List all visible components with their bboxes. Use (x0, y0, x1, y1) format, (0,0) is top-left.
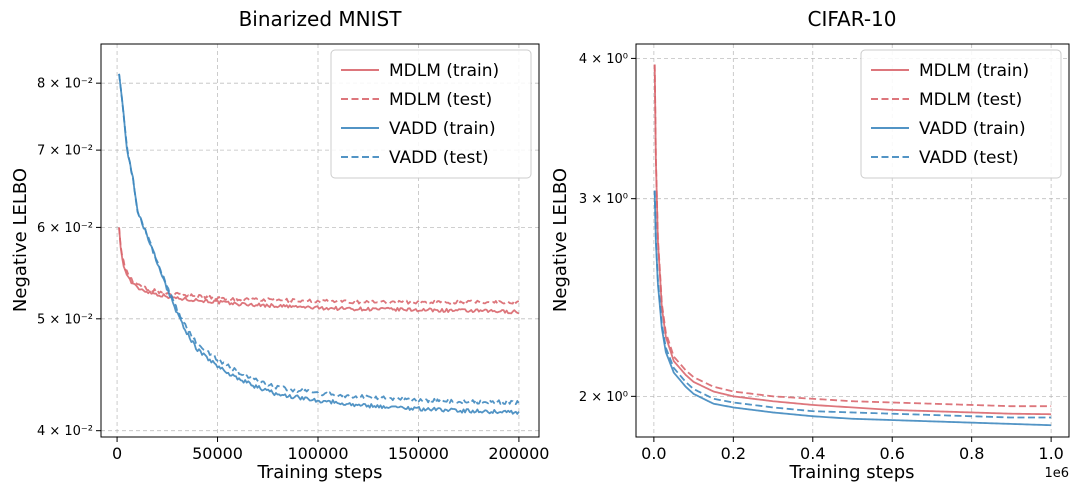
x-tick-label: 0.8 (959, 444, 984, 463)
legend: MDLM (train) MDLM (test) VADD (train) VADD … (330, 49, 532, 179)
series-line-mdlm-test (118, 227, 520, 305)
legend-label: MDLM (train) (919, 61, 1029, 81)
plot-area-frame (100, 43, 540, 438)
x-tick-label: 150000 (388, 444, 449, 463)
legend: MDLM (train) MDLM (test) VADD (train) VADD … (860, 49, 1062, 179)
series-line-vadd-test (653, 190, 1052, 419)
chart-cifar-10: 0.0 0.2 0.4 0.6 0.8 1.0 2 × 10⁰ 3 × 10⁰ 4 × 10⁰ 1… (550, 7, 1070, 483)
x-tick-label: 1.0 (1038, 444, 1063, 463)
y-tick-label: 3 × 10⁰ (579, 192, 628, 207)
x-tick-label: 0.2 (721, 444, 746, 463)
y-tick-label: 6 × 10⁻² (37, 221, 93, 236)
legend-label: MDLM (test) (389, 90, 492, 110)
legend-label: VADD (train) (919, 119, 1026, 139)
series-line-vadd-train (118, 73, 520, 415)
x-tick-label: 50000 (192, 444, 243, 463)
y-tick-label: 4 × 10⁰ (579, 52, 628, 67)
y-tick-label: 4 × 10⁻² (37, 424, 93, 439)
chart-title: CIFAR-10 (808, 7, 897, 31)
y-tick-label: 5 × 10⁻² (37, 312, 93, 327)
legend-label: MDLM (train) (389, 61, 499, 81)
legend-label: MDLM (test) (919, 90, 1022, 110)
legend-label: VADD (test) (389, 148, 489, 168)
y-axis-label: Negative LELBO (550, 168, 571, 312)
x-offset-label: 1e6 (1044, 466, 1069, 481)
x-axis-label: Training steps (256, 462, 382, 483)
x-tick-label: 0.4 (800, 444, 825, 463)
y-tick-label: 7 × 10⁻² (37, 144, 93, 159)
chart-binarized-mnist: 0 50000 100000 150000 200000 4 × 10⁻² 5 × 10⁻²… (10, 7, 549, 483)
legend-box (330, 49, 532, 179)
plot-area-frame (635, 43, 1070, 438)
x-tick-label: 100000 (287, 444, 348, 463)
legend-label: VADD (train) (389, 119, 496, 139)
series-line-mdlm-test (653, 64, 1052, 408)
x-tick-label: 0.6 (879, 444, 904, 463)
legend-label: VADD (test) (919, 148, 1019, 168)
y-tick-label: 2 × 10⁰ (579, 390, 628, 405)
series-line-vadd-train (653, 190, 1052, 427)
y-tick-label: 8 × 10⁻² (37, 77, 93, 92)
series-line-mdlm-train (653, 64, 1052, 416)
x-tick-label: 0.0 (641, 444, 666, 463)
series-line-mdlm-train (118, 227, 520, 315)
x-axis-label: Training steps (788, 462, 914, 483)
x-tick-label: 200000 (488, 444, 549, 463)
y-axis-label: Negative LELBO (10, 168, 31, 312)
chart-title: Binarized MNIST (239, 7, 403, 31)
x-tick-label: 0 (112, 444, 122, 463)
legend-box (860, 49, 1062, 179)
series-line-vadd-test (118, 73, 520, 406)
